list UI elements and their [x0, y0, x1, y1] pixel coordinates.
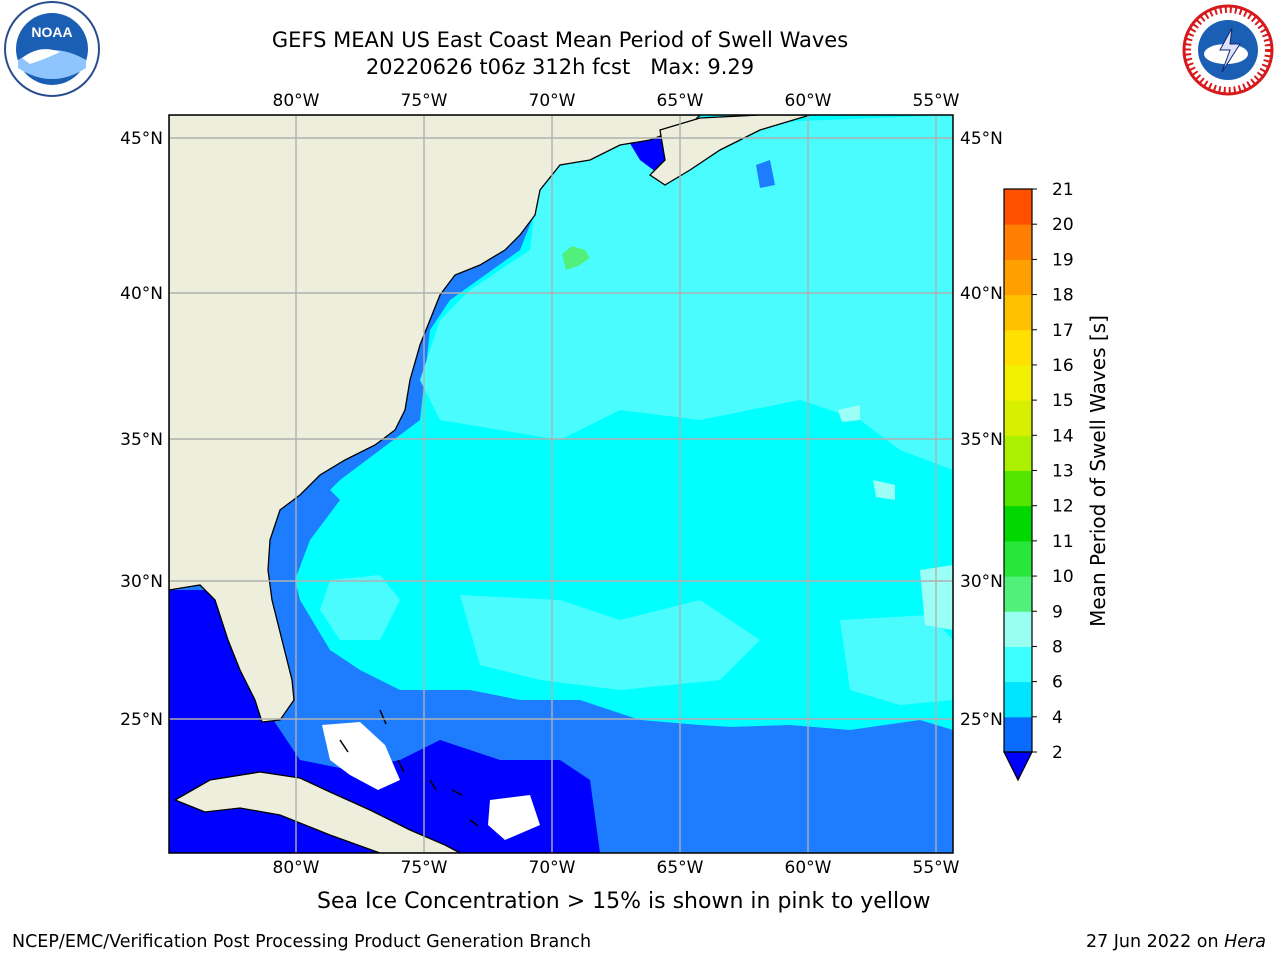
colorbar-underflow — [1003, 751, 1033, 782]
colorbar-segment — [1004, 540, 1032, 577]
lat-label-left: 30°N — [120, 572, 163, 592]
colorbar-segment — [1004, 716, 1032, 753]
land-bahamas — [339, 709, 479, 827]
land-maritimes — [648, 115, 811, 186]
colorbar-segment — [1004, 470, 1032, 507]
colorbar-tick-label: 13 — [1052, 462, 1074, 482]
swell-region-no-data — [488, 795, 540, 840]
sea-ice-note: Sea Ice Concentration > 15% is shown in … — [317, 889, 931, 914]
colorbar-segment — [1004, 576, 1032, 612]
colorbar-segment — [1004, 224, 1032, 260]
swell-region-pale-cyan — [838, 405, 860, 422]
lat-label-right: 40°N — [960, 284, 1003, 304]
lat-label-right: 30°N — [960, 572, 1003, 592]
colorbar-segment — [1004, 294, 1032, 331]
colorbar-tick-label: 10 — [1052, 567, 1074, 587]
lat-label-right: 25°N — [960, 710, 1003, 730]
footer-date: 27 Jun 2022 on Hera — [1086, 932, 1266, 952]
lon-label-bottom: 80°W — [273, 858, 320, 878]
map-frame — [168, 114, 954, 854]
colorbar-tick-label: 21 — [1052, 180, 1074, 200]
colorbar-segment — [1004, 189, 1032, 225]
land-us-east — [169, 115, 701, 723]
lon-label-bottom: 65°W — [657, 858, 704, 878]
lon-label-top: 70°W — [529, 91, 576, 111]
lon-label-top: 60°W — [785, 91, 832, 111]
colorbar-tick-label: 4 — [1052, 708, 1063, 728]
colorbar-tick-label: 8 — [1052, 637, 1063, 657]
colorbar-segment — [1004, 259, 1032, 296]
colorbar-segment — [1004, 681, 1032, 718]
colorbar-tick-label: 14 — [1052, 426, 1074, 446]
colorbar-tick-label: 16 — [1052, 356, 1074, 376]
colorbar-segment — [1004, 364, 1032, 401]
colorbar-tick-label: 17 — [1052, 321, 1074, 341]
colorbar-tick-label: 2 — [1052, 743, 1063, 763]
lat-label-left: 25°N — [120, 710, 163, 730]
swell-region-no-data — [322, 722, 400, 790]
swell-region-pale-cyan — [873, 480, 895, 500]
footer-credit: NCEP/EMC/Verification Post Processing Pr… — [12, 932, 592, 952]
chart-title: GEFS MEAN US East Coast Mean Period of S… — [271, 28, 849, 52]
lon-label-bottom: 70°W — [529, 858, 576, 878]
colorbar-segment — [1004, 505, 1032, 542]
colorbar-tick-label: 12 — [1052, 497, 1074, 517]
colorbar-segment — [1004, 646, 1032, 683]
colorbar-label: Mean Period of Swell Waves [s] — [1086, 315, 1110, 627]
land-cuba — [173, 771, 461, 853]
colorbar-tick-label: 19 — [1052, 250, 1074, 270]
colorbar-segment — [1004, 611, 1032, 647]
colorbar-tick-label: 6 — [1052, 673, 1063, 693]
lon-label-top: 75°W — [401, 91, 448, 111]
lon-label-bottom: 75°W — [401, 858, 448, 878]
colorbar-tick-label: 15 — [1052, 391, 1074, 411]
noaa-logo: NOAA — [4, 1, 100, 97]
lon-label-bottom: 55°W — [913, 858, 960, 878]
swell-region-light-cyan — [320, 575, 400, 640]
lat-label-right: 45°N — [960, 129, 1003, 149]
colorbar-tick-label: 18 — [1052, 286, 1074, 306]
colorbar-segment — [1004, 435, 1032, 471]
lon-label-top: 65°W — [657, 91, 704, 111]
colorbar: 2 4 6 8 9 10 11 12 13 14 15 16 17 18 19 20 21 — [1003, 180, 1074, 782]
graticule — [169, 115, 953, 853]
lon-label-top: 55°W — [913, 91, 960, 111]
chart-subtitle: 20220626 t06z 312h fcst Max: 9.29 — [365, 55, 755, 79]
colorbar-tick-label: 9 — [1052, 602, 1063, 622]
lat-label-left: 45°N — [120, 129, 163, 149]
swell-region-light-cyan — [840, 615, 953, 705]
footer-machine: Hera — [1224, 932, 1266, 952]
swell-region-mid-blue — [260, 480, 340, 620]
lat-label-left: 35°N — [120, 430, 163, 450]
swell-region-light-cyan — [460, 595, 760, 690]
nws-logo — [1182, 4, 1274, 96]
colorbar-tick-label: 20 — [1052, 215, 1074, 235]
lon-label-bottom: 60°W — [785, 858, 832, 878]
lat-label-left: 40°N — [120, 284, 163, 304]
lon-label-top: 80°W — [273, 91, 320, 111]
colorbar-segment — [1004, 400, 1032, 436]
noaa-logo-text: NOAA — [31, 24, 72, 40]
swell-region-green — [562, 246, 590, 270]
footer-date-text: 27 Jun 2022 on — [1085, 932, 1225, 952]
colorbar-tick-label: 11 — [1052, 532, 1074, 552]
lat-label-right: 35°N — [960, 430, 1003, 450]
colorbar-segment — [1004, 329, 1032, 366]
swell-region-mid-blue — [756, 160, 775, 188]
